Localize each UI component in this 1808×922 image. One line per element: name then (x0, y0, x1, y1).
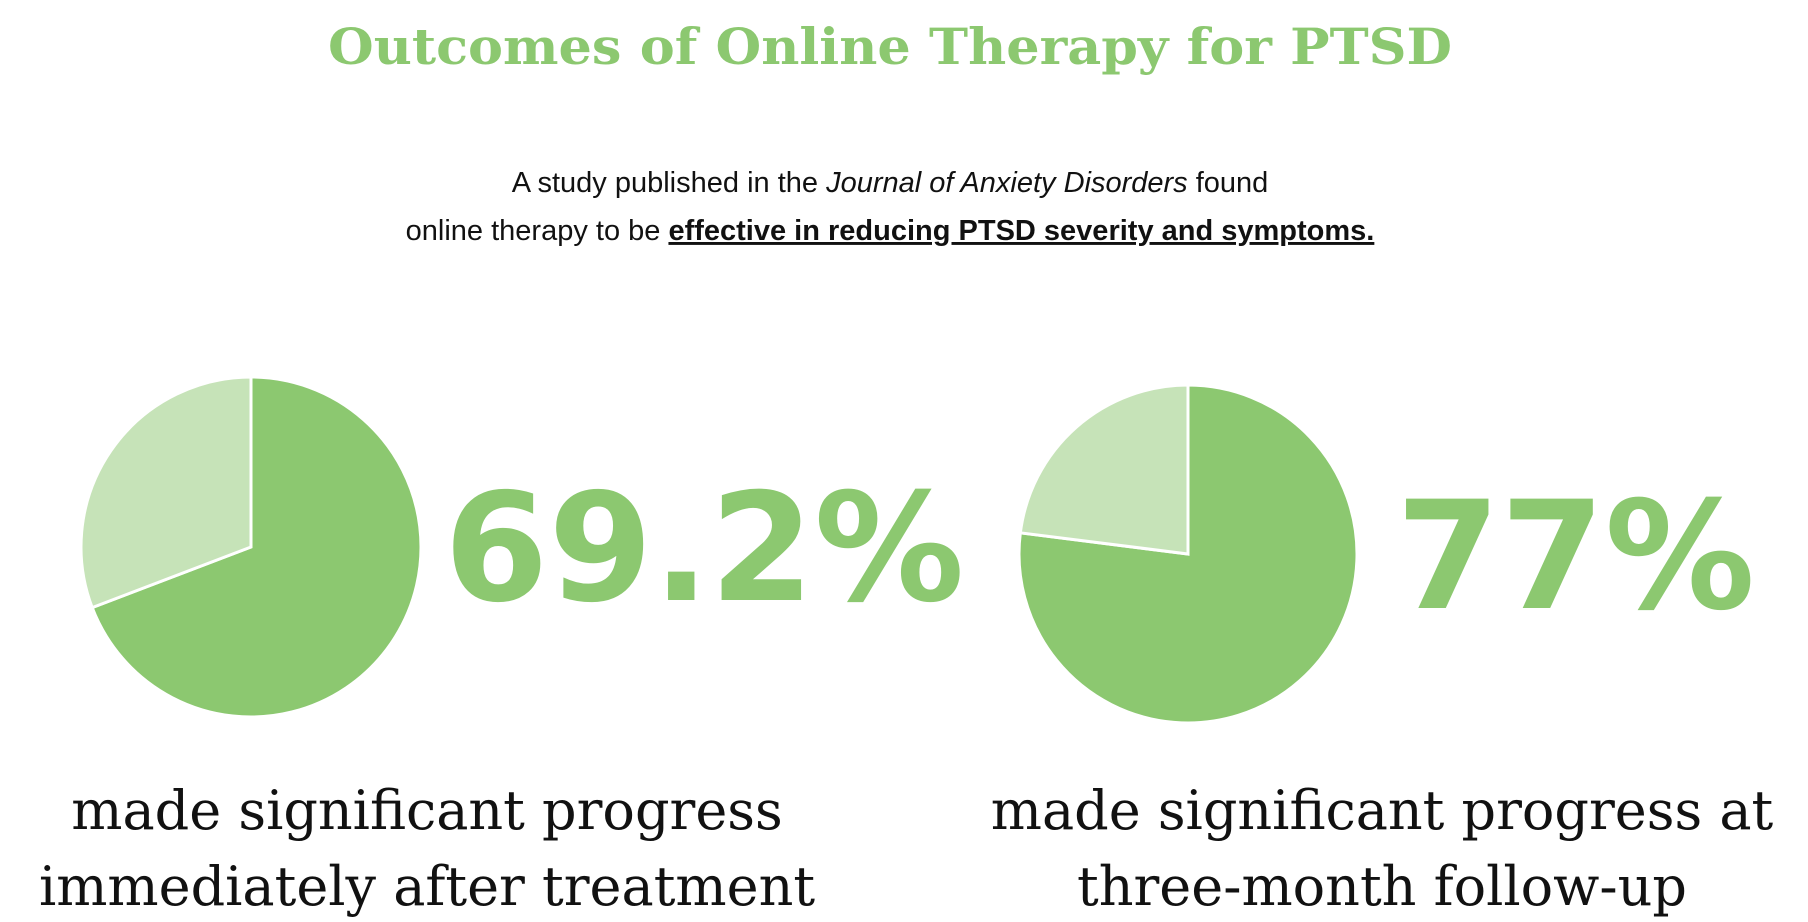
pie-slice (79, 375, 253, 610)
value-label: 77% (1396, 470, 1755, 644)
pie-slice (1017, 383, 1359, 725)
title: Outcomes of Online Therapy for PTSD (328, 17, 1452, 76)
subtitle-emphasis: effective in reducing PTSD severity and … (668, 215, 1374, 247)
subtitle-line: A study published in the Journal of Anxi… (512, 167, 1269, 199)
caption: immediately after treatment (39, 855, 815, 918)
subtitle-text: online therapy to be (406, 215, 669, 247)
subtitle-text: found (1188, 167, 1269, 199)
caption: made significant progress (71, 779, 782, 842)
subtitle-line: online therapy to be effective in reduci… (406, 215, 1375, 247)
subtitle-text: A study published in the (512, 167, 826, 199)
pie-slice (1018, 383, 1190, 556)
caption: made significant progress at (991, 779, 1774, 842)
caption: three-month follow-up (1077, 855, 1687, 918)
pie-slice (90, 375, 423, 719)
subtitle-journal: Journal of Anxiety Disorders (825, 167, 1188, 199)
value-label: 69.2% (444, 462, 964, 636)
